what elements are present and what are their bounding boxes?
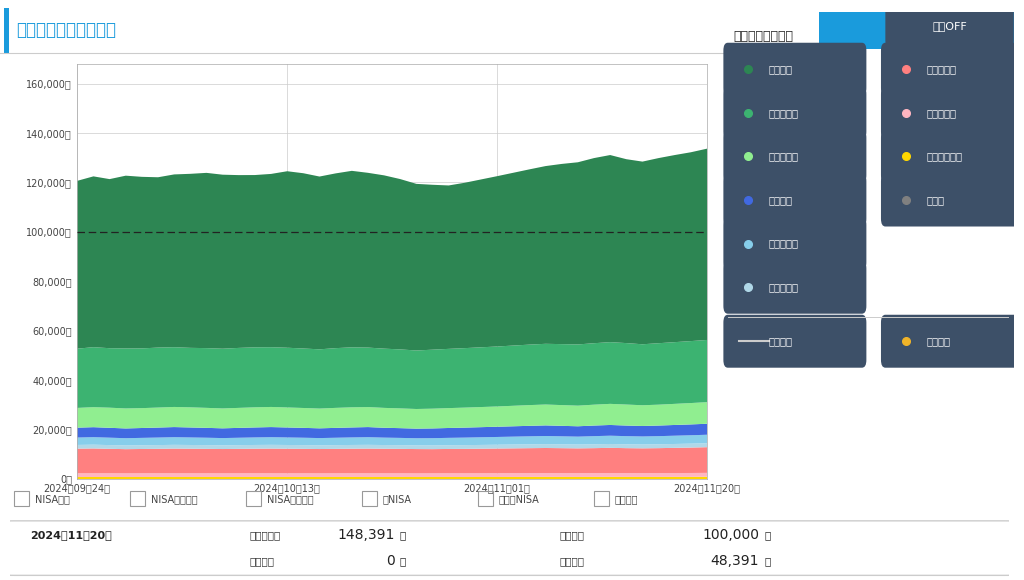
Text: 国内リート: 国内リート [926, 64, 956, 74]
Text: 国内債券: 国内債券 [769, 195, 793, 205]
Text: 円: 円 [399, 556, 406, 566]
FancyBboxPatch shape [881, 43, 1024, 96]
Text: 円: 円 [764, 530, 770, 541]
FancyBboxPatch shape [723, 315, 866, 368]
Text: 旧積立NISA: 旧積立NISA [499, 494, 540, 504]
Text: 新興国債券: 新興国債券 [769, 282, 799, 292]
Bar [361, 491, 377, 506]
Text: 旧NISA: 旧NISA [383, 494, 412, 504]
FancyBboxPatch shape [723, 217, 866, 270]
FancyBboxPatch shape [723, 261, 866, 314]
Text: 円: 円 [399, 530, 406, 541]
Text: その他: その他 [926, 195, 944, 205]
Text: 預り資産推移チャート: 預り資産推移チャート [16, 21, 116, 39]
Text: 先進国株式: 先進国株式 [769, 108, 799, 118]
FancyBboxPatch shape [881, 173, 1024, 227]
Text: NISA全体: NISA全体 [35, 494, 70, 504]
Bar [4, 8, 9, 53]
Text: 新興国株式: 新興国株式 [769, 151, 799, 161]
Text: 全てOFF: 全てOFF [932, 21, 967, 31]
FancyBboxPatch shape [810, 10, 1024, 51]
Text: 資産推移を詳しくみる: 資産推移を詳しくみる [885, 26, 948, 35]
FancyBboxPatch shape [881, 130, 1024, 183]
Text: 現金残高: 現金残高 [250, 556, 274, 566]
Text: 円: 円 [764, 556, 770, 566]
FancyBboxPatch shape [5, 521, 1014, 575]
Text: 先進国債券: 先進国債券 [769, 238, 799, 249]
Text: 投資金額: 投資金額 [559, 530, 585, 541]
Text: コモディティ: コモディティ [926, 151, 963, 161]
Text: NISA（成長）: NISA（成長） [151, 494, 198, 504]
Text: 100,000: 100,000 [702, 528, 759, 542]
Text: 目標銘柄: 目標銘柄 [614, 494, 638, 504]
FancyBboxPatch shape [886, 1, 1014, 50]
Text: 国内株式: 国内株式 [769, 64, 793, 74]
FancyBboxPatch shape [723, 130, 866, 183]
Text: チャート表示選択: チャート表示選択 [733, 30, 794, 43]
Text: 148,391: 148,391 [337, 528, 394, 542]
Text: 現金残高: 現金残高 [926, 336, 950, 346]
Text: 0: 0 [386, 554, 394, 568]
Text: 海外リート: 海外リート [926, 108, 956, 118]
Bar [130, 491, 145, 506]
FancyBboxPatch shape [723, 43, 866, 96]
FancyBboxPatch shape [881, 86, 1024, 139]
Text: 48,391: 48,391 [711, 554, 759, 568]
Bar [478, 491, 494, 506]
Bar [13, 491, 29, 506]
Text: 2024年11月20日: 2024年11月20日 [31, 530, 112, 541]
FancyBboxPatch shape [881, 315, 1024, 368]
Text: 投資金額: 投資金額 [769, 336, 793, 346]
Text: 評価損益: 評価損益 [559, 556, 585, 566]
Text: NISA（積立）: NISA（積立） [266, 494, 313, 504]
Bar [594, 491, 609, 506]
Bar [246, 491, 261, 506]
FancyBboxPatch shape [723, 173, 866, 227]
Text: 投信評価額: 投信評価額 [250, 530, 282, 541]
FancyBboxPatch shape [723, 86, 866, 139]
